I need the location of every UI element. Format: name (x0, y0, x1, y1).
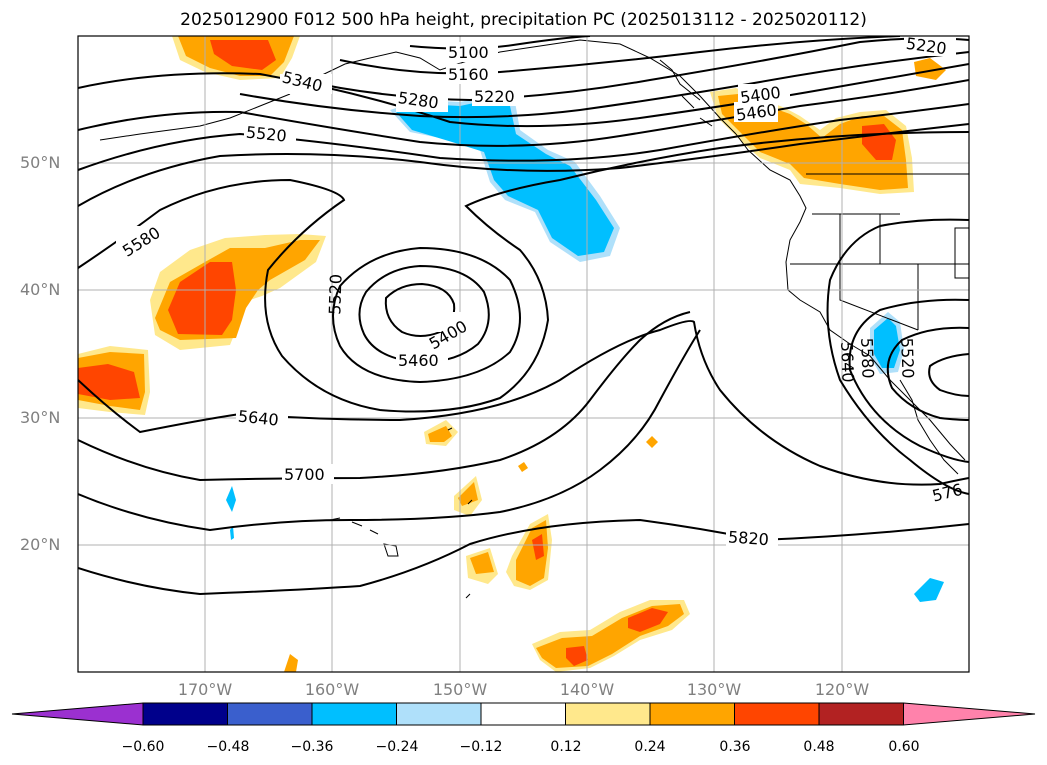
colorbar-arrow-left (11, 702, 144, 726)
precip-area-south-max1 (628, 608, 668, 632)
colorbar-segment (480, 702, 566, 726)
lat-label-40n: 40°N (20, 280, 61, 299)
colorbar-segment (142, 702, 228, 726)
contour-5280 (239, 51, 969, 119)
lon-label-140w: 140°W (559, 680, 615, 699)
precip-area-bottom-left (284, 654, 298, 672)
contour-5460 (78, 103, 969, 171)
colorbar-arrow-right (903, 702, 1036, 726)
contour-label: 5520 (325, 274, 345, 315)
lon-label-170w: 170°W (177, 680, 233, 699)
border-box (954, 227, 969, 279)
precip-area-far-west-max (78, 364, 140, 400)
lat-label-30n: 30°N (20, 408, 61, 427)
coast-alaska (289, 39, 737, 135)
contour-label: 5640 (837, 341, 857, 382)
colorbar-tick: −0.60 (121, 739, 165, 755)
contour-label: 5100 (448, 43, 489, 62)
precip-area-central3-core (458, 482, 478, 506)
contour-label: 5700 (284, 465, 325, 484)
precip-neg-area-north-core (396, 100, 614, 256)
contour-label: 5220 (474, 87, 515, 106)
coast-aleutians (99, 93, 291, 141)
colorbar-tick: 0.60 (888, 739, 920, 755)
coast-na-west (735, 133, 966, 461)
colorbar-segment (565, 702, 651, 726)
contour-label: 5520 (245, 123, 287, 146)
lat-label-50n: 50°N (20, 153, 61, 172)
hawaii-islands (329, 517, 399, 557)
precip-area-central1-max (532, 534, 544, 560)
island-small (447, 427, 473, 599)
colorbar-segment (396, 702, 482, 726)
lon-label-130w: 130°W (686, 680, 742, 699)
lon-label-150w: 150°W (432, 680, 488, 699)
colorbar-tick: 0.12 (550, 739, 582, 755)
precip-neg-area-se (914, 578, 944, 602)
border-states-2 (839, 214, 919, 331)
colorbar-tick: −0.48 (206, 739, 250, 755)
precip-area-ne-small (914, 58, 946, 80)
precip-area-dot2 (518, 462, 528, 472)
contour-label: 5460 (398, 351, 439, 370)
contour-label: 5520 (897, 337, 917, 378)
precip-area-south-max2 (566, 646, 588, 666)
precip-neg-area-small1 (226, 486, 236, 512)
graticule (78, 36, 969, 672)
colorbar-tick: −0.36 (290, 739, 334, 755)
contour-5640 (78, 320, 969, 486)
contour-east-outer (826, 218, 969, 495)
contour-label: 5160 (448, 65, 489, 84)
colorbar-segment (311, 702, 397, 726)
colorbar-tick: 0.48 (803, 739, 835, 755)
map-layers (78, 36, 969, 672)
precip-area-west-max (168, 262, 236, 335)
contour-low-mid (358, 264, 490, 364)
contour-5100 (409, 36, 591, 50)
contour-label: 5640 (237, 407, 279, 430)
precip-neg-area-east-core (874, 318, 900, 368)
precip-area-central2-core (470, 552, 494, 574)
map-frame (77, 35, 970, 673)
contour-5700 (78, 311, 691, 482)
contour-label-halos (116, 36, 956, 550)
map-title: 2025012900 F012 500 hPa height, precipit… (180, 10, 867, 30)
colorbar (11, 702, 1036, 726)
contour-5160 (339, 36, 901, 75)
colorbar-tick: −0.12 (459, 739, 503, 755)
contour-5400 (78, 79, 969, 147)
contour-5760 (78, 329, 701, 532)
contour-east-2 (886, 326, 969, 421)
contour-east-1 (848, 298, 969, 463)
contour-low-outer (332, 246, 521, 384)
precip-neg-area-small2 (230, 526, 234, 540)
contour-label: 5580 (857, 337, 877, 378)
lon-label-160w: 160°W (304, 680, 360, 699)
contour-label: 5820 (728, 527, 770, 549)
coast-baja (899, 379, 959, 475)
precip-negative-areas (226, 96, 944, 602)
precip-area-dot1 (646, 436, 658, 448)
lat-label-20n: 20°N (20, 535, 61, 554)
contour-5520 (78, 123, 969, 207)
colorbar-tick: 0.36 (719, 739, 751, 755)
lon-label-120w: 120°W (814, 680, 870, 699)
colorbar-tick: −0.24 (375, 739, 419, 755)
colorbar-tick: 0.24 (634, 739, 666, 755)
precip-area-central4-core (428, 426, 452, 442)
colorbar-segment (818, 702, 904, 726)
contour-5580 (78, 131, 969, 413)
colorbar-segment (734, 702, 820, 726)
colorbar-segment (649, 702, 735, 726)
contour-5340 (78, 63, 969, 128)
coastlines (99, 39, 969, 599)
colorbar-segment (227, 702, 313, 726)
precip-area-nw-max (210, 40, 276, 70)
contour-east-3 (928, 353, 969, 397)
